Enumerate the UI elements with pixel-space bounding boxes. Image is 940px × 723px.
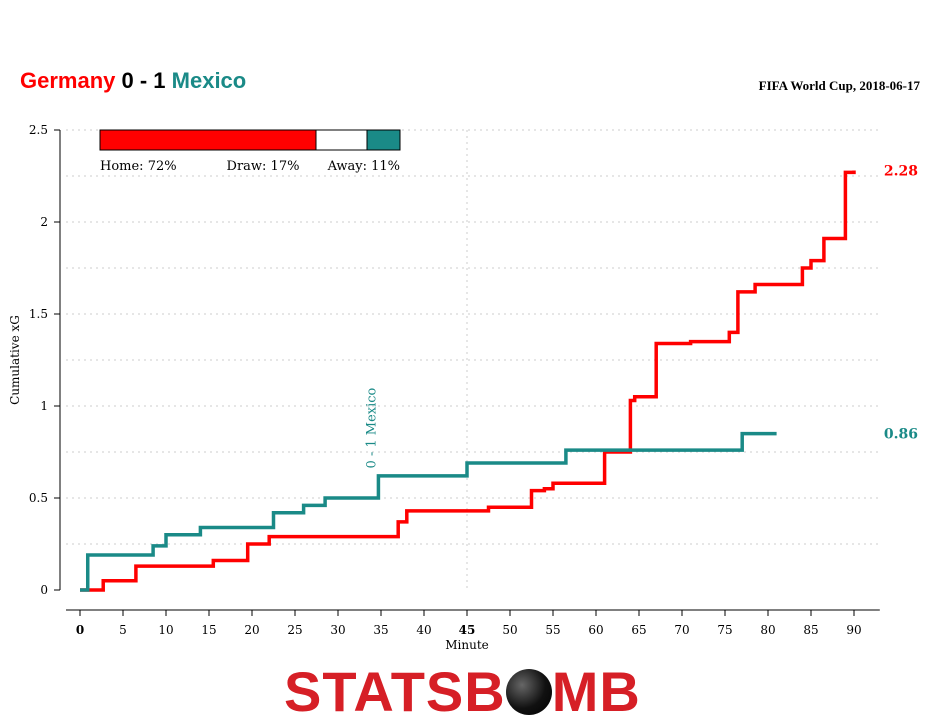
x-tick-label: 10 — [158, 623, 173, 637]
x-tick-label: 55 — [545, 623, 560, 637]
chart-series — [80, 170, 856, 592]
x-tick-label: 50 — [502, 623, 517, 637]
x-tick-label: 25 — [287, 623, 302, 637]
y-tick-label: 0.5 — [29, 491, 48, 505]
home-probability-segment — [99, 129, 317, 151]
y-tick-label: 1.5 — [29, 307, 48, 321]
away-probability-segment — [366, 129, 401, 151]
match-score: 0 - 1 — [115, 68, 172, 93]
draw-probability-segment — [315, 129, 368, 151]
x-tick-label: 75 — [717, 623, 732, 637]
x-tick-label: 90 — [846, 623, 861, 637]
x-tick-label: 45 — [459, 623, 476, 637]
bomb-icon — [505, 669, 552, 715]
x-tick-label: 70 — [674, 623, 689, 637]
away-team-name: Mexico — [171, 68, 247, 93]
draw-probability-label: Draw: 17% — [227, 159, 300, 174]
series-line-mexico — [80, 431, 777, 592]
series-end-label-mexico: 0.86 — [884, 427, 918, 443]
match-title: Germany 0 - 1 Mexico — [20, 68, 246, 94]
y-axis-title: Cumulative xG — [8, 315, 22, 405]
win-probability-bar: Home: 72% Draw: 17% Away: 11% — [99, 129, 401, 174]
series-end-label-germany: 2.28 — [884, 163, 918, 179]
x-tick-label: 35 — [373, 623, 388, 637]
y-tick-label: 1 — [40, 399, 48, 413]
away-probability-label: Away: 11% — [327, 159, 400, 174]
chart-grid — [66, 129, 880, 590]
home-probability-label: Home: 72% — [100, 159, 177, 174]
x-axis-title: Minute — [445, 638, 489, 652]
x-tick-label: 30 — [330, 623, 345, 637]
x-tick-label: 5 — [119, 623, 127, 637]
home-team-name: Germany — [20, 68, 116, 93]
logo-text-end: MB — [551, 660, 641, 723]
chart-labels: 2.28 0.86 0 - 1 Mexico — [364, 163, 918, 468]
statsbomb-logo: STATSB MB — [284, 664, 641, 720]
x-tick-label: 40 — [416, 623, 431, 637]
logo-text-start: STATSB — [284, 660, 506, 723]
y-tick-label: 2 — [40, 215, 48, 229]
competition-date: FIFA World Cup, 2018-06-17 — [758, 78, 920, 93]
chart-axes: 0 0.5 1 1.5 2 2.5 0 5 10 15 20 25 30 35 40 45 50 55 60 65 70… — [8, 123, 880, 652]
x-tick-label: 15 — [201, 623, 216, 637]
series-line-germany — [80, 170, 856, 592]
x-tick-label: 20 — [244, 623, 259, 637]
x-tick-label: 65 — [631, 623, 646, 637]
x-tick-label: 80 — [760, 623, 775, 637]
x-tick-label: 85 — [803, 623, 818, 637]
goal-annotation: 0 - 1 Mexico — [364, 387, 379, 468]
x-tick-label: 0 — [76, 623, 84, 637]
x-tick-label: 60 — [588, 623, 603, 637]
y-tick-label: 2.5 — [29, 123, 48, 137]
y-tick-label: 0 — [40, 583, 48, 597]
